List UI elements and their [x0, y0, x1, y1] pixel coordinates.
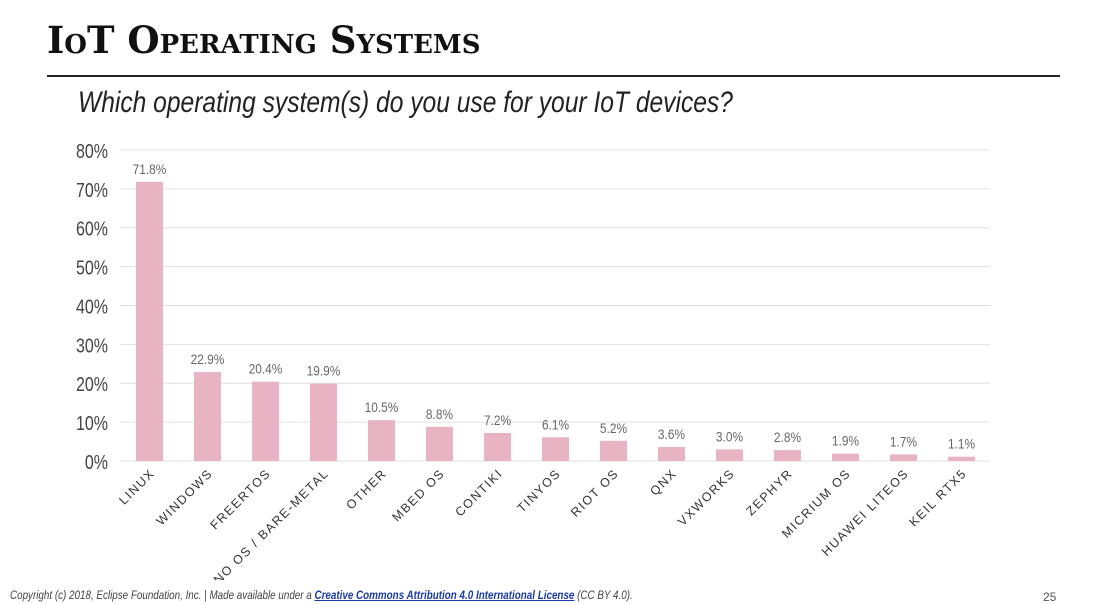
bar: [368, 420, 395, 461]
footer-suffix: (CC BY 4.0).: [574, 588, 633, 602]
bar: [600, 440, 627, 461]
x-tick-label: TINYOS: [514, 466, 563, 515]
bar: [310, 383, 337, 461]
y-tick-label: 10%: [76, 412, 108, 434]
bar: [832, 453, 859, 461]
data-label: 6.1%: [542, 416, 570, 432]
data-label: 1.9%: [832, 433, 860, 449]
y-tick-label: 0%: [85, 451, 108, 473]
x-tick-label: OTHER: [343, 466, 389, 512]
data-label: 3.6%: [658, 426, 686, 442]
x-tick-label: QNX: [647, 466, 679, 498]
bar: [252, 381, 279, 461]
data-label: 20.4%: [249, 361, 283, 377]
bar: [948, 456, 975, 461]
y-tick-label: 60%: [76, 218, 108, 240]
x-tick-label: LINUX: [116, 466, 157, 507]
x-tick-label: VXWORKS: [675, 466, 738, 529]
x-tick-label: WINDOWS: [154, 466, 216, 528]
data-label: 8.8%: [426, 406, 454, 422]
page-number: 25: [1043, 590, 1057, 604]
data-label: 1.7%: [890, 433, 918, 449]
bar: [774, 450, 801, 461]
data-label: 10.5%: [365, 399, 399, 415]
data-label: 5.2%: [600, 420, 628, 436]
x-tick-label: KEIL RTX5: [906, 466, 969, 529]
title-divider: [47, 75, 1060, 77]
bar: [136, 181, 163, 461]
bar: [194, 371, 221, 461]
x-tick-label: NO OS / BARE-METAL: [211, 466, 332, 580]
data-label: 7.2%: [484, 412, 512, 428]
bar: [426, 426, 453, 461]
y-tick-label: 40%: [76, 296, 108, 318]
data-label: 1.1%: [948, 436, 976, 452]
x-tick-label: CONTIKI: [452, 466, 505, 519]
data-label: 19.9%: [307, 363, 341, 379]
x-tick-label: FREERTOS: [207, 466, 273, 532]
bar: [658, 447, 685, 461]
chart-subtitle: Which operating system(s) do you use for…: [78, 86, 733, 119]
y-tick-label: 30%: [76, 335, 108, 357]
data-label: 22.9%: [191, 351, 225, 367]
data-label: 71.8%: [133, 161, 167, 177]
bar: [484, 433, 511, 461]
page-title: IoT Operating Systems: [47, 18, 481, 62]
bar: [542, 437, 569, 461]
x-tick-label: MBED OS: [390, 466, 448, 524]
copyright-footer: Copyright (c) 2018, Eclipse Foundation, …: [10, 588, 633, 602]
data-label: 2.8%: [774, 429, 802, 445]
data-label: 3.0%: [716, 428, 744, 444]
footer-prefix: Copyright (c) 2018, Eclipse Foundation, …: [10, 588, 315, 602]
bar: [716, 449, 743, 461]
license-link[interactable]: Creative Commons Attribution 4.0 Interna…: [314, 588, 575, 602]
x-tick-label: ZEPHYR: [744, 466, 796, 518]
y-tick-label: 70%: [76, 179, 108, 201]
bar-chart: 0% 10% 20% 30% 40% 50% 60% 70% 80% 71.8% LINUX 22.9…: [76, 140, 990, 580]
bar: [890, 454, 917, 461]
y-tick-label: 80%: [76, 140, 108, 162]
y-tick-label: 50%: [76, 257, 108, 279]
x-tick-label: RIOT OS: [568, 466, 622, 520]
y-tick-label: 20%: [76, 374, 108, 396]
